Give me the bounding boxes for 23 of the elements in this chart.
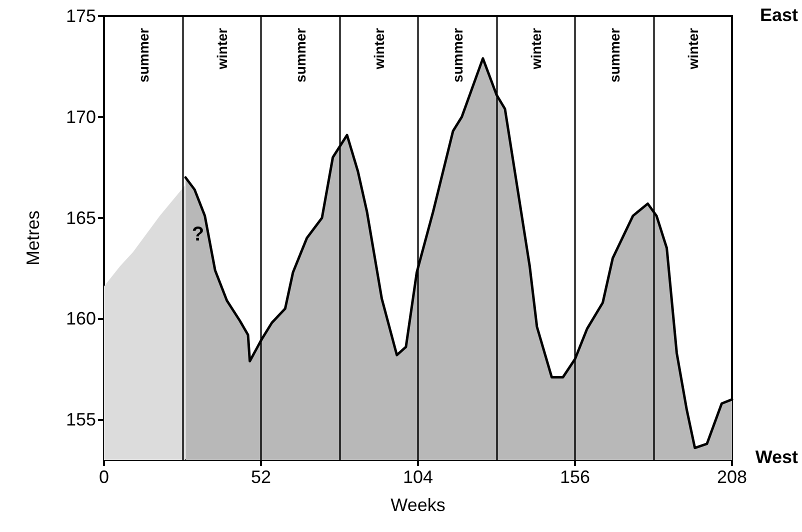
x-tick-label: 208 — [716, 467, 748, 487]
annotation: ? — [192, 224, 204, 246]
text: West — [755, 447, 798, 467]
y-tick-label: 170 — [66, 106, 96, 127]
annotation: winter — [684, 27, 701, 70]
annotation: summer — [449, 27, 466, 82]
annotation: summer — [135, 27, 152, 82]
x-tick-label: 0 — [98, 467, 110, 487]
annotation: winter — [528, 27, 544, 70]
x-tick-label: 52 — [250, 467, 272, 487]
x-axis-title: Weeks — [390, 495, 446, 515]
y-tick-label: 160 — [66, 308, 96, 329]
annotation: winter — [214, 27, 230, 70]
annotation: summer — [292, 27, 308, 82]
x-tick-label: 156 — [560, 467, 590, 487]
x-tick-label: 104 — [402, 467, 434, 487]
annotation: summer — [606, 27, 622, 82]
y-tick-label: 155 — [66, 410, 96, 430]
y-tick-label: 175 — [66, 6, 96, 26]
annotation: winter — [370, 27, 387, 70]
y-tick-label: 165 — [66, 208, 96, 228]
text: East — [760, 5, 798, 25]
y-axis-title: Metres — [23, 210, 43, 266]
